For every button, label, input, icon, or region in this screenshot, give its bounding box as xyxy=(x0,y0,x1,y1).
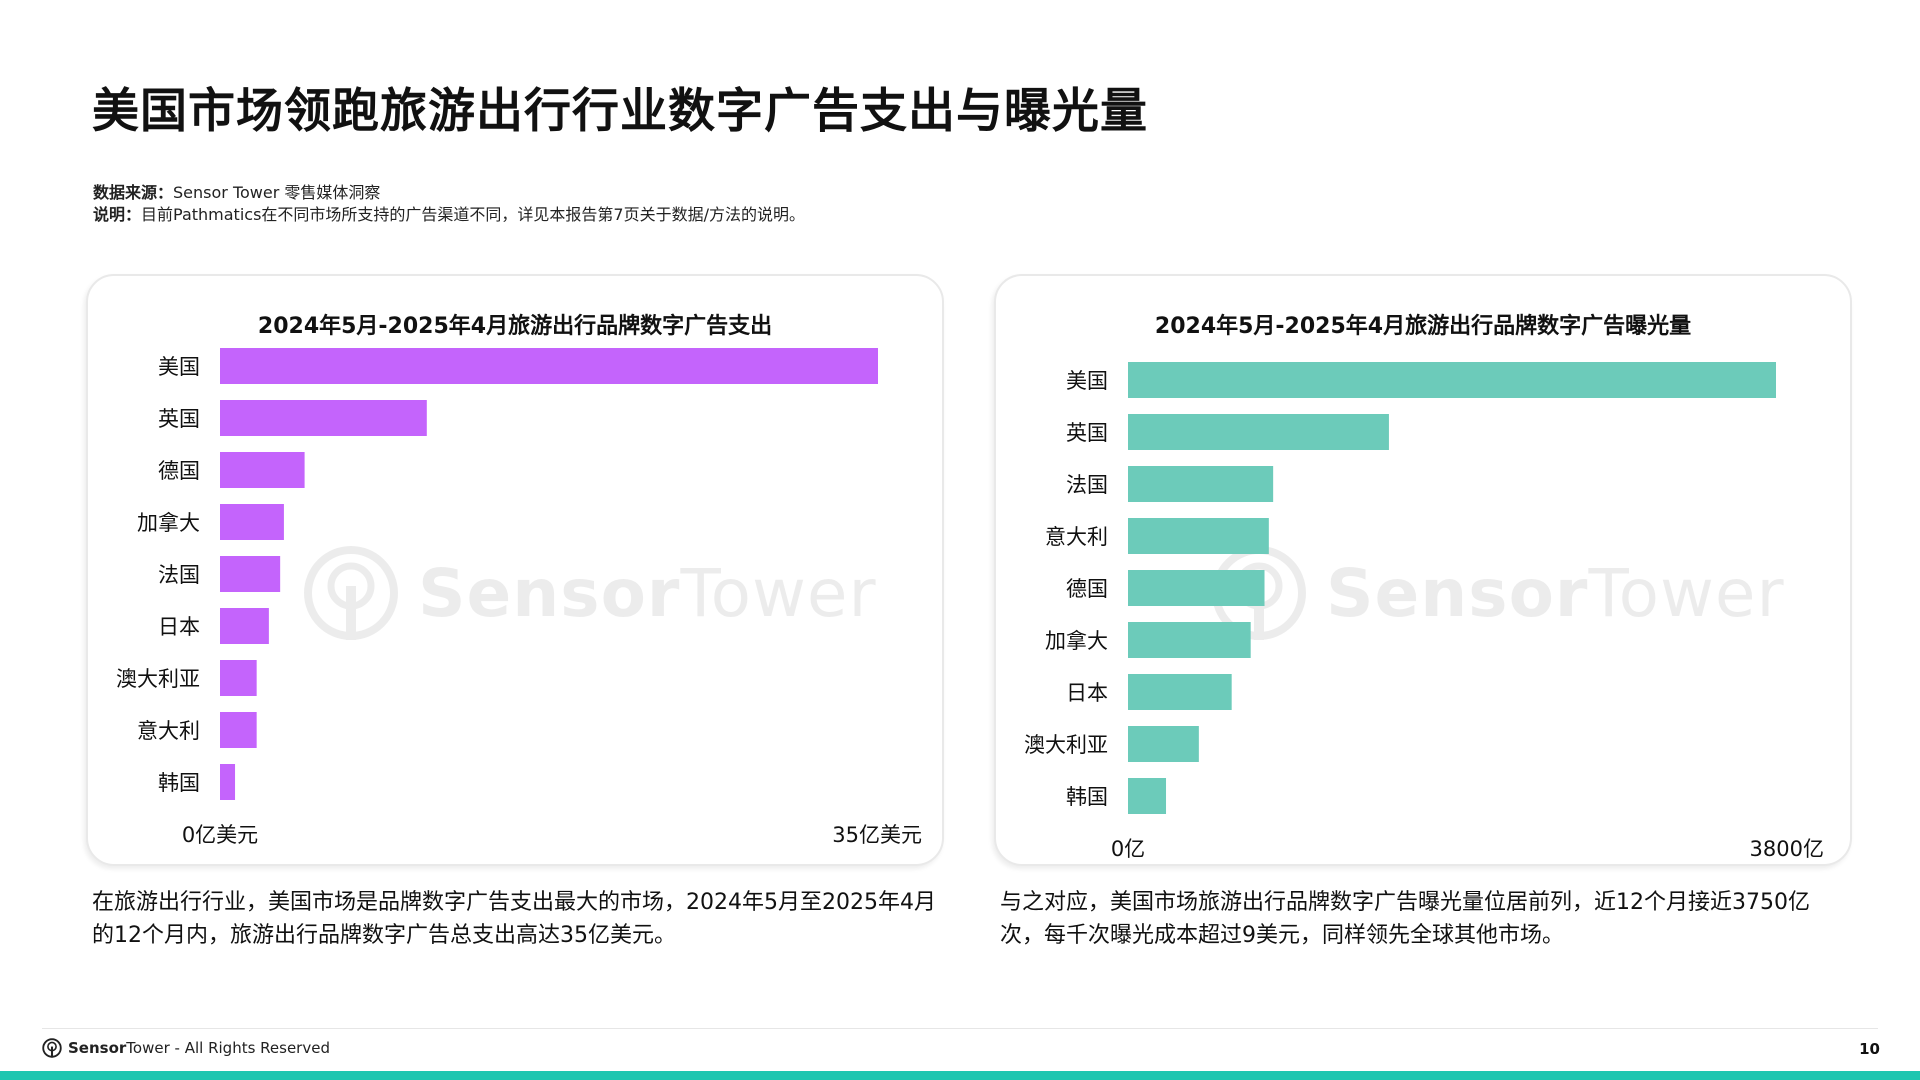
impressions-chart-title: 2024年5月-2025年4月旅游出行品牌数字广告曝光量 xyxy=(1154,314,1692,339)
note-text: 目前Pathmatics在不同市场所支持的广告渠道不同，详见本报告第7页关于数据… xyxy=(141,205,805,224)
bar-3 xyxy=(220,452,305,488)
source-notes: 数据来源：Sensor Tower 零售媒体洞察 说明：目前Pathmatics… xyxy=(93,182,805,226)
source-text: Sensor Tower 零售媒体洞察 xyxy=(173,183,381,202)
axis-min-label: 0亿美元 xyxy=(182,823,258,847)
bar-5 xyxy=(1128,570,1265,606)
category-label: 意大利 xyxy=(1045,525,1108,549)
bar-4 xyxy=(1128,518,1269,554)
bar-2 xyxy=(220,400,427,436)
source-label: 数据来源： xyxy=(93,183,174,202)
category-label: 英国 xyxy=(158,407,200,431)
category-label: 澳大利亚 xyxy=(116,667,200,691)
category-label: 日本 xyxy=(158,615,200,639)
spend-chart-title: 2024年5月-2025年4月旅游出行品牌数字广告支出 xyxy=(257,314,773,339)
sensortower-logo-icon xyxy=(42,1038,62,1058)
bar-5 xyxy=(220,556,281,592)
axis-min-label: 0亿 xyxy=(1111,837,1145,861)
bar-3 xyxy=(1128,466,1274,502)
bar-4 xyxy=(220,504,284,540)
axis-max-label: 35亿美元 xyxy=(832,823,922,847)
category-label: 英国 xyxy=(1066,421,1108,445)
category-label: 日本 xyxy=(1066,681,1108,705)
category-label: 德国 xyxy=(1066,577,1108,601)
source-line: 数据来源：Sensor Tower 零售媒体洞察 xyxy=(93,182,805,204)
bar-6 xyxy=(1128,622,1251,658)
axis-max-label: 3800亿 xyxy=(1750,837,1824,861)
bar-6 xyxy=(220,608,269,644)
category-label: 加拿大 xyxy=(1045,629,1108,653)
bar-7 xyxy=(220,660,257,696)
bar-9 xyxy=(220,764,236,800)
footer-brand: SensorTower - All Rights Reserved xyxy=(42,1038,330,1058)
bar-1 xyxy=(1128,362,1776,398)
category-label: 美国 xyxy=(158,355,200,379)
category-label: 意大利 xyxy=(137,719,200,743)
category-label: 韩国 xyxy=(158,771,200,795)
page-title: 美国市场领跑旅游出行行业数字广告支出与曝光量 xyxy=(92,84,1148,139)
bar-7 xyxy=(1128,674,1232,710)
bar-9 xyxy=(1128,778,1167,814)
note-line: 说明：目前Pathmatics在不同市场所支持的广告渠道不同，详见本报告第7页关… xyxy=(93,204,805,226)
bottom-accent-bar xyxy=(0,1071,1920,1080)
bar-8 xyxy=(1128,726,1199,762)
spend-caption: 在旅游出行行业，美国市场是品牌数字广告支出最大的市场，2024年5月至2025年… xyxy=(92,890,936,948)
bar-8 xyxy=(220,712,257,748)
footer-divider xyxy=(42,1028,1878,1029)
impressions-caption: 与之对应，美国市场旅游出行品牌数字广告曝光量位居前列，近12个月接近3750亿次… xyxy=(1000,890,1810,948)
category-label: 韩国 xyxy=(1066,785,1108,809)
bar-2 xyxy=(1128,414,1389,450)
category-label: 德国 xyxy=(158,459,200,483)
note-label: 说明： xyxy=(93,205,142,224)
category-label: 法国 xyxy=(158,563,200,587)
spend-chart-card: SensorTower 2024年5月-2025年4月旅游出行品牌数字广告支出 … xyxy=(86,274,944,866)
category-label: 美国 xyxy=(1066,369,1108,393)
footer-brand-text: SensorTower - All Rights Reserved xyxy=(68,1039,330,1057)
impressions-chart-card: SensorTower 2024年5月-2025年4月旅游出行品牌数字广告曝光量… xyxy=(994,274,1852,866)
page-number: 10 xyxy=(1859,1040,1880,1058)
category-label: 法国 xyxy=(1066,473,1108,497)
bar-1 xyxy=(220,348,878,384)
category-label: 澳大利亚 xyxy=(1024,733,1108,757)
category-label: 加拿大 xyxy=(137,511,200,535)
